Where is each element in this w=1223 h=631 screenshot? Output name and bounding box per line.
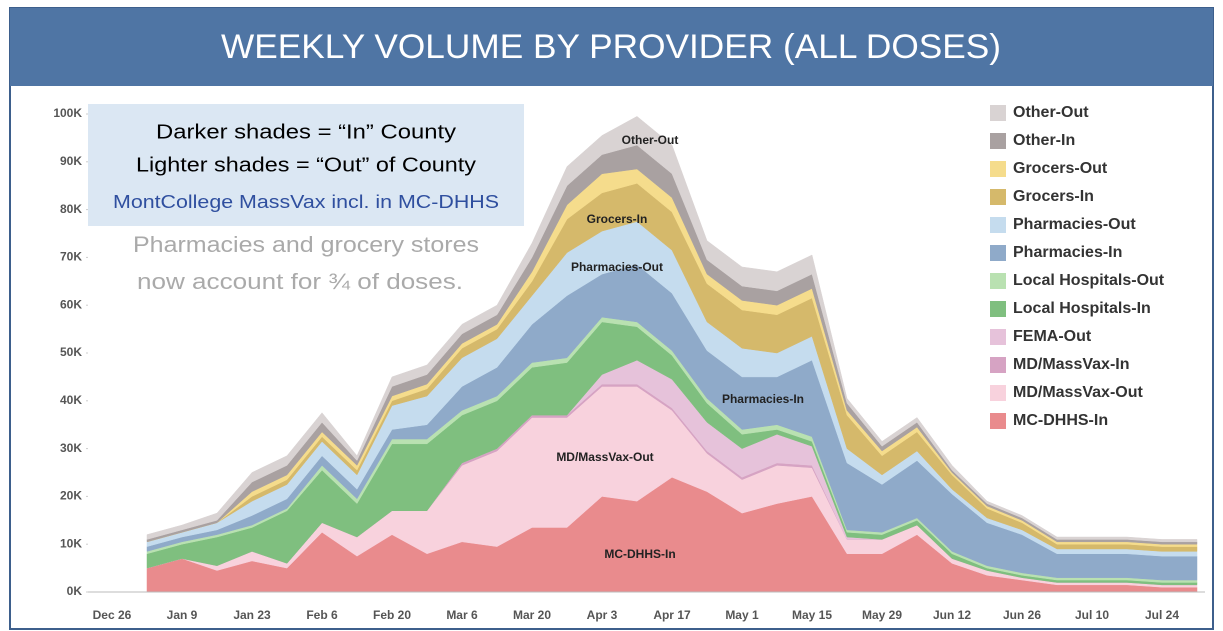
x-tick-label: Jan 9	[167, 608, 198, 622]
legend-label: FEMA-Out	[1013, 328, 1092, 345]
note-box	[88, 104, 524, 226]
x-tick-label: Feb 6	[306, 608, 338, 622]
legend-swatch	[990, 105, 1006, 121]
area-label: MD/MassVax-Out	[556, 450, 653, 464]
y-tick-label: 0K	[67, 584, 83, 598]
legend-swatch	[990, 357, 1006, 373]
legend-swatch	[990, 273, 1006, 289]
y-tick-label: 30K	[60, 441, 82, 455]
area-label: MC-DHHS-In	[604, 547, 675, 561]
y-tick-label: 20K	[60, 489, 82, 503]
x-tick-label: Jan 23	[233, 608, 271, 622]
x-tick-label: Mar 6	[446, 608, 478, 622]
legend-swatch	[990, 413, 1006, 429]
x-tick-label: Jun 12	[933, 608, 971, 622]
legend-swatch	[990, 161, 1006, 177]
note: Lighter shades = “Out” of County	[136, 154, 476, 176]
legend-label: Grocers-Out	[1013, 160, 1108, 177]
legend-swatch	[990, 133, 1006, 149]
area	[146, 116, 1198, 543]
area-label: Other-Out	[622, 133, 679, 147]
legend-label: Other-In	[1013, 132, 1075, 149]
x-tick-label: Apr 3	[587, 608, 618, 622]
y-tick-label: 10K	[60, 536, 82, 550]
x-tick-label: Feb 20	[373, 608, 411, 622]
x-tick-label: Jul 24	[1145, 608, 1179, 622]
y-tick-label: 90K	[60, 154, 82, 168]
legend-label: Grocers-In	[1013, 188, 1094, 205]
title-banner	[10, 8, 1213, 86]
legend-label: MC-DHHS-In	[1013, 412, 1108, 429]
legend-swatch	[990, 245, 1006, 261]
x-tick-label: Dec 26	[93, 608, 132, 622]
legend-label: Pharmacies-Out	[1013, 216, 1136, 233]
y-tick-label: 100K	[53, 106, 82, 120]
y-tick-label: 80K	[60, 202, 82, 216]
legend-swatch	[990, 329, 1006, 345]
legend-swatch	[990, 385, 1006, 401]
area-label: Grocers-In	[587, 212, 648, 226]
y-tick-label: 70K	[60, 250, 82, 264]
note: now account for ¾ of doses.	[137, 269, 463, 294]
y-tick-label: 50K	[60, 345, 82, 359]
legend-label: MD/MassVax-Out	[1013, 384, 1143, 401]
x-tick-label: Jul 10	[1075, 608, 1109, 622]
x-tick-label: May 15	[792, 608, 832, 622]
x-tick-label: Mar 20	[513, 608, 551, 622]
legend-label: Pharmacies-In	[1013, 244, 1122, 261]
area-label: Pharmacies-In	[722, 392, 804, 406]
x-tick-label: Jun 26	[1003, 608, 1041, 622]
y-tick-label: 60K	[60, 297, 82, 311]
x-tick-label: May 29	[862, 608, 902, 622]
note: Darker shades = “In” County	[156, 121, 456, 143]
x-tick-label: Apr 17	[653, 608, 691, 622]
legend-swatch	[990, 301, 1006, 317]
legend-label: Local Hospitals-In	[1013, 300, 1151, 317]
legend-label: MD/MassVax-In	[1013, 356, 1129, 373]
legend-swatch	[990, 217, 1006, 233]
x-tick-label: May 1	[725, 608, 759, 622]
y-tick-label: 40K	[60, 393, 82, 407]
area-label: Pharmacies-Out	[571, 260, 663, 274]
legend-label: Other-Out	[1013, 104, 1089, 121]
plot	[146, 116, 1198, 593]
note: Pharmacies and grocery stores	[133, 232, 479, 257]
note: MontCollege MassVax incl. in MC-DHHS	[113, 192, 499, 212]
legend-label: Local Hospitals-Out	[1013, 272, 1165, 289]
chart-title: WEEKLY VOLUME BY PROVIDER (ALL DOSES)	[221, 28, 1001, 66]
legend-swatch	[990, 189, 1006, 205]
